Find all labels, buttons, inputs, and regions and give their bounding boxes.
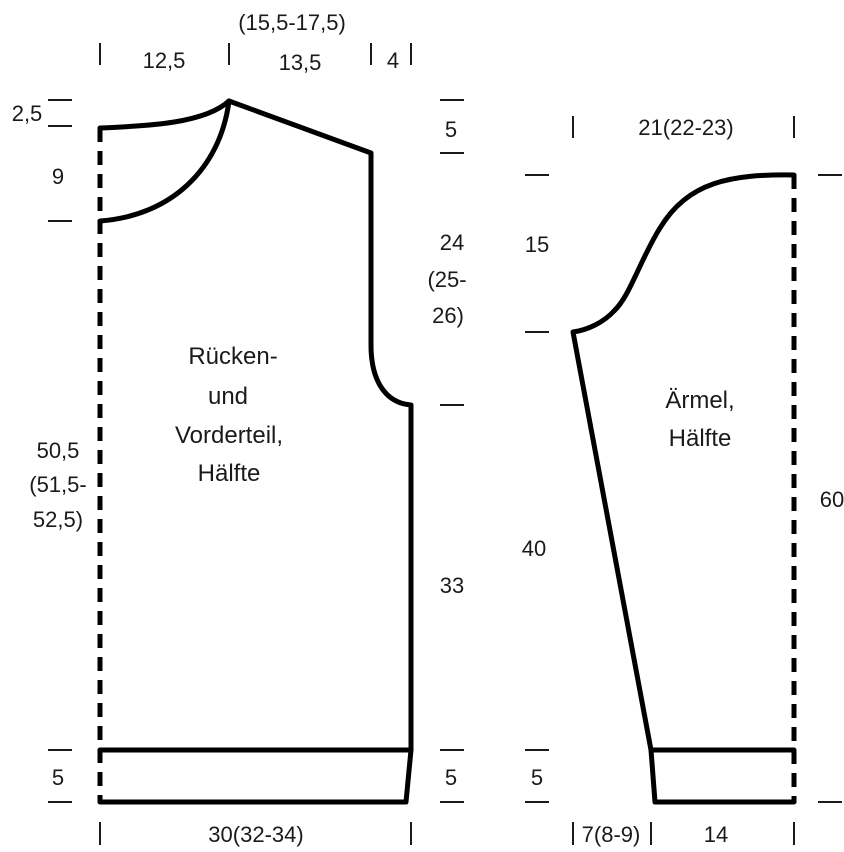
shoulder-dim: 13,5: [279, 50, 322, 75]
sleeve-lower-length-dim: 40: [522, 536, 546, 561]
body-labels: Rücken- und Vorderteil, Hälfte (15,5-17,…: [12, 10, 467, 847]
body-name-line-4: Hälfte: [198, 460, 261, 487]
sleeve-top-width-dim: 21(22-23): [638, 115, 733, 140]
body-length-line-1: 50,5: [37, 438, 80, 463]
sleeve-name-line-2: Hälfte: [669, 425, 732, 452]
sleeve-rib-dim: 5: [531, 765, 543, 790]
armhole-dim-line-3: 26): [432, 303, 464, 328]
neck-total-dim: (15,5-17,5): [238, 10, 346, 35]
body-piece: [97, 98, 414, 805]
sleeve-ticks: [525, 116, 842, 845]
side-length-dim: 33: [440, 573, 464, 598]
shoulder-slope-dim: 5: [445, 117, 457, 142]
body-width-dim: 30(32-34): [208, 822, 303, 847]
sleeve-cuff-width-dim: 14: [704, 822, 728, 847]
sleeve-cap-height-dim: 15: [525, 232, 549, 257]
sleeve-length-dim: 60: [820, 487, 844, 512]
neck-drop-dim: 2,5: [12, 101, 43, 126]
edge-dim: 4: [387, 48, 399, 73]
body-name-line-2: und: [208, 383, 248, 410]
body-name-line-3: Vorderteil,: [175, 422, 283, 449]
body-length-line-3: 52,5): [33, 507, 83, 532]
neck-depth-dim: 9: [52, 164, 64, 189]
sleeve-labels: Ärmel, Hälfte 21(22-23) 15 60 40 5 7(8-9…: [522, 115, 844, 847]
half-neck-dim: 12,5: [143, 48, 186, 73]
body-neckline-front: [97, 98, 232, 224]
sleeve-piece: [570, 172, 797, 805]
body-length-line-2: (51,5-: [29, 472, 86, 497]
body-ticks: [48, 43, 464, 845]
sleeve-cuff-offset-dim: 7(8-9): [582, 822, 641, 847]
armhole-dim-line-1: 24: [440, 230, 464, 255]
body-rib-right-dim: 5: [445, 765, 457, 790]
armhole-dim-line-2: (25-: [427, 267, 466, 292]
body-neckline-back: [97, 98, 232, 131]
sleeve-name-line-1: Ärmel,: [665, 387, 734, 414]
body-rib-left-dim: 5: [52, 765, 64, 790]
body-name-line-1: Rücken-: [188, 343, 277, 370]
body-outline: [97, 98, 414, 805]
sleeve-outline: [570, 172, 797, 805]
